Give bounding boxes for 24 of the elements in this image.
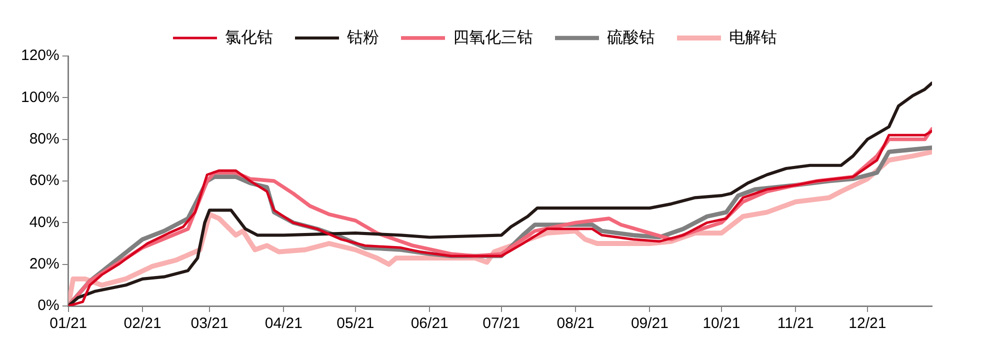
- x-tick-label: 06/21: [410, 315, 448, 332]
- y-tick-label: 0%: [38, 297, 60, 314]
- legend-label: 四氧化三钴: [453, 29, 533, 46]
- legend-label: 电解钴: [729, 28, 777, 46]
- x-tick-label: 11/21: [777, 315, 814, 332]
- x-tick-label: 05/21: [336, 315, 374, 332]
- x-tick-label: 10/21: [702, 315, 740, 332]
- y-tick-label: 60%: [29, 172, 60, 190]
- x-tick-label: 01/21: [50, 315, 88, 332]
- y-tick-label: 40%: [29, 214, 60, 231]
- y-tick-label: 120%: [20, 47, 60, 64]
- x-tick-label: 12/21: [848, 315, 886, 332]
- x-tick-label: 09/21: [630, 315, 668, 332]
- y-tick-label: 20%: [29, 255, 60, 272]
- x-tick-label: 03/21: [190, 315, 228, 332]
- legend-label: 钴粉: [346, 29, 379, 46]
- legend-label: 硫酸钴: [607, 28, 655, 46]
- x-tick-label: 07/21: [482, 315, 520, 332]
- y-tick-label: 100%: [20, 88, 60, 106]
- y-tick-label: 80%: [29, 130, 60, 148]
- x-tick-label: 04/21: [264, 315, 302, 332]
- legend-label: 氯化钴: [225, 29, 273, 46]
- x-tick-label: 02/21: [124, 315, 162, 332]
- x-tick-label: 08/21: [556, 315, 594, 332]
